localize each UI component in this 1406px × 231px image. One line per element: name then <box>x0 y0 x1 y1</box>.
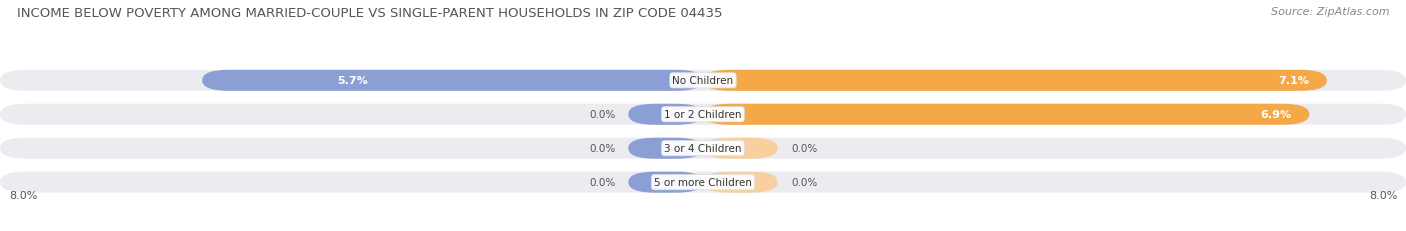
FancyBboxPatch shape <box>703 172 778 193</box>
FancyBboxPatch shape <box>0 104 1406 125</box>
Text: No Children: No Children <box>672 76 734 86</box>
Text: 0.0%: 0.0% <box>790 144 817 154</box>
FancyBboxPatch shape <box>0 138 1406 159</box>
FancyBboxPatch shape <box>703 70 1327 91</box>
FancyBboxPatch shape <box>628 104 703 125</box>
Text: 1 or 2 Children: 1 or 2 Children <box>664 110 742 120</box>
FancyBboxPatch shape <box>0 172 1406 193</box>
Text: 6.9%: 6.9% <box>1261 110 1292 120</box>
Text: 3 or 4 Children: 3 or 4 Children <box>664 144 742 154</box>
FancyBboxPatch shape <box>628 138 703 159</box>
FancyBboxPatch shape <box>703 138 778 159</box>
Text: 7.1%: 7.1% <box>1278 76 1309 86</box>
FancyBboxPatch shape <box>0 70 1406 91</box>
Text: 0.0%: 0.0% <box>589 144 616 154</box>
Text: 5.7%: 5.7% <box>337 76 368 86</box>
Text: 0.0%: 0.0% <box>589 177 616 187</box>
FancyBboxPatch shape <box>628 172 703 193</box>
Text: 8.0%: 8.0% <box>1369 190 1398 200</box>
Text: 0.0%: 0.0% <box>790 177 817 187</box>
FancyBboxPatch shape <box>703 104 1309 125</box>
Text: 0.0%: 0.0% <box>589 110 616 120</box>
FancyBboxPatch shape <box>202 70 703 91</box>
Text: 5 or more Children: 5 or more Children <box>654 177 752 187</box>
Text: INCOME BELOW POVERTY AMONG MARRIED-COUPLE VS SINGLE-PARENT HOUSEHOLDS IN ZIP COD: INCOME BELOW POVERTY AMONG MARRIED-COUPL… <box>17 7 723 20</box>
Text: 8.0%: 8.0% <box>8 190 37 200</box>
Text: Source: ZipAtlas.com: Source: ZipAtlas.com <box>1271 7 1389 17</box>
